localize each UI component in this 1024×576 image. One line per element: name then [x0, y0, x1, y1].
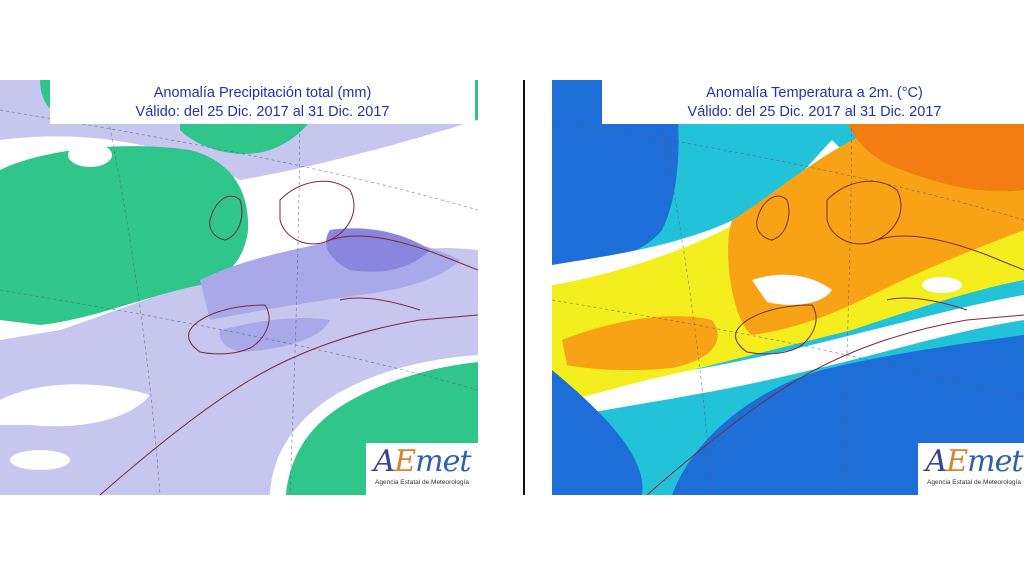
coastline-lines: [99, 180, 478, 495]
map-title: Anomalía Precipitación total (mm) Válido…: [50, 80, 475, 124]
map-title-line2: Válido: del 25 Dic. 2017 al 31 Dic. 2017: [687, 104, 942, 120]
aemet-logo-subtitle: Agencia Estatal de Meteorología: [375, 479, 469, 486]
panel-divider: [523, 80, 525, 495]
temperature-anomaly-map: Anomalía Temperatura a 2m. (°C) Válido: …: [552, 80, 1024, 495]
aemet-logo-subtitle: Agencia Estatal de Meteorología: [927, 479, 1021, 486]
graticule-dashed-lines: [0, 80, 478, 495]
map-title-line1: Anomalía Precipitación total (mm): [153, 85, 372, 101]
map-title-line2: Válido: del 25 Dic. 2017 al 31 Dic. 2017: [135, 104, 390, 120]
temperature-field: [552, 80, 1024, 495]
map-title-line1: Anomalía Temperatura a 2m. (°C): [706, 85, 923, 101]
aemet-logo: AEmet Agencia Estatal de Meteorología: [366, 443, 478, 495]
aemet-logo-mark: AEmet: [373, 444, 472, 479]
precipitation-field: [0, 80, 478, 495]
precipitation-anomaly-map: Anomalía Precipitación total (mm) Válido…: [0, 80, 478, 495]
graticule-dashed-lines: [552, 80, 1024, 495]
map-title: Anomalía Temperatura a 2m. (°C) Válido: …: [602, 80, 1024, 124]
aemet-logo-mark: AEmet: [925, 444, 1024, 479]
coastline-lines: [646, 180, 1024, 495]
aemet-logo: AEmet Agencia Estatal de Meteorología: [918, 443, 1024, 495]
